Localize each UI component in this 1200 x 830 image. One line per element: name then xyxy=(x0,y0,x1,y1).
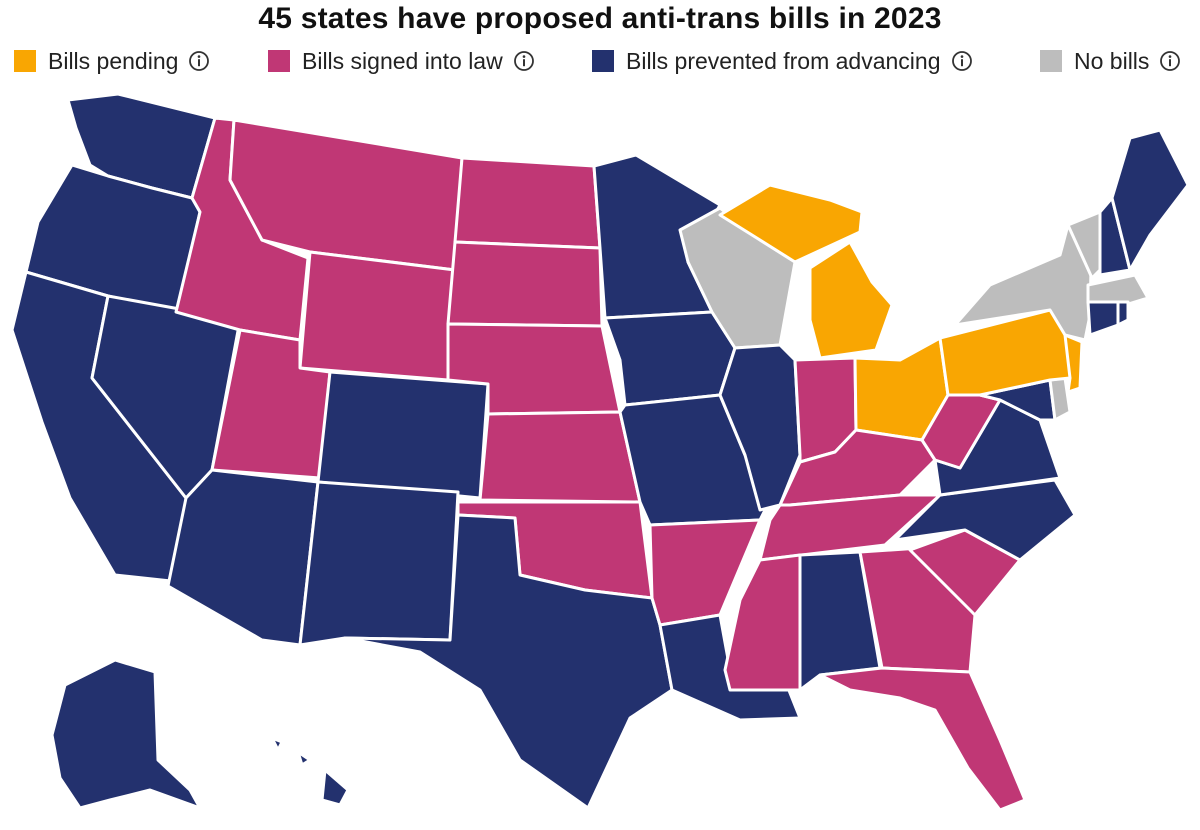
info-icon[interactable] xyxy=(951,50,973,72)
legend-swatch-none xyxy=(1040,50,1062,72)
state-la[interactable] xyxy=(658,613,802,722)
state-de[interactable] xyxy=(1048,376,1072,422)
map-title: 45 states have proposed anti-trans bills… xyxy=(258,2,942,35)
state-mi[interactable] xyxy=(808,240,894,360)
legend-label-signed: Bills signed into law xyxy=(302,47,503,74)
info-icon[interactable] xyxy=(513,50,535,72)
legend-label-prevented: Bills prevented from advancing xyxy=(626,47,941,74)
state-az[interactable] xyxy=(166,468,320,647)
legend-swatch-signed xyxy=(268,50,290,72)
state-sd[interactable] xyxy=(446,240,604,328)
state-tx[interactable] xyxy=(343,513,674,810)
state-co[interactable] xyxy=(316,370,490,500)
legend-item-prevented[interactable]: Bills prevented from advancing xyxy=(592,46,973,76)
state-ak[interactable] xyxy=(50,658,202,810)
state-ia[interactable] xyxy=(603,310,737,407)
state-mi-up[interactable] xyxy=(718,183,864,264)
state-fl[interactable] xyxy=(818,666,1027,812)
legend-label-pending: Bills pending xyxy=(48,47,179,74)
state-nm[interactable] xyxy=(298,480,460,647)
legend: Bills pending Bills signed into law Bill… xyxy=(0,46,1200,76)
legend-item-signed[interactable]: Bills signed into law xyxy=(268,46,535,76)
state-ma[interactable] xyxy=(1086,273,1150,307)
legend-swatch-pending xyxy=(14,50,36,72)
state-ct[interactable] xyxy=(1086,300,1120,337)
state-wy[interactable] xyxy=(298,250,457,382)
legend-label-none: No bills xyxy=(1074,47,1150,74)
info-icon[interactable] xyxy=(1159,50,1181,72)
state-nd[interactable] xyxy=(453,156,602,250)
state-me[interactable] xyxy=(1110,128,1190,272)
state-tn[interactable] xyxy=(758,493,942,562)
info-icon[interactable] xyxy=(188,50,210,72)
state-hi-2[interactable] xyxy=(320,768,350,807)
state-ri[interactable] xyxy=(1116,300,1130,327)
state-hi[interactable] xyxy=(270,736,284,752)
legend-item-none[interactable]: No bills xyxy=(1040,46,1181,76)
state-ks[interactable] xyxy=(478,410,642,504)
legend-swatch-prevented xyxy=(592,50,614,72)
state-hi-3[interactable] xyxy=(296,750,312,767)
legend-item-pending[interactable]: Bills pending xyxy=(14,46,210,76)
us-state-map xyxy=(10,92,1190,812)
state-nj[interactable] xyxy=(1063,333,1084,394)
